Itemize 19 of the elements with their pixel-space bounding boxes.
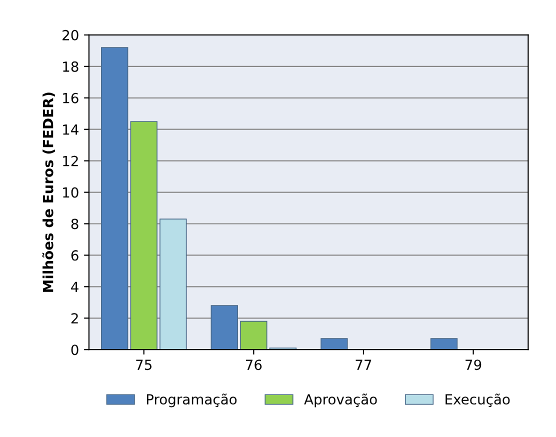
y-tick-label: 14 — [63, 124, 78, 135]
y-tick-label: 16 — [63, 92, 78, 104]
y-tick-label: 8 — [71, 218, 78, 230]
x-tick-label: 79 — [466, 360, 482, 370]
y-tick-label: 12 — [63, 156, 78, 166]
y-tick-label: 6 — [71, 250, 78, 261]
y-tick-label: 0 — [71, 344, 78, 356]
y-tick-label: 4 — [71, 282, 78, 292]
legend-label: Aprovação — [304, 394, 377, 408]
x-tick-label: 76 — [246, 360, 262, 370]
legend-label: Execução — [446, 394, 510, 408]
y-tick-label: 2 — [71, 313, 78, 324]
y-axis-title: Milhões de Euros (FEDER) — [42, 92, 55, 292]
x-tick-label: 77 — [356, 360, 372, 370]
y-tick-label: 18 — [63, 61, 78, 72]
y-tick-label: 20 — [62, 30, 78, 40]
x-tick-label: 75 — [136, 360, 152, 370]
legend-label: Programação — [146, 394, 237, 408]
y-tick-label: 10 — [63, 187, 78, 198]
